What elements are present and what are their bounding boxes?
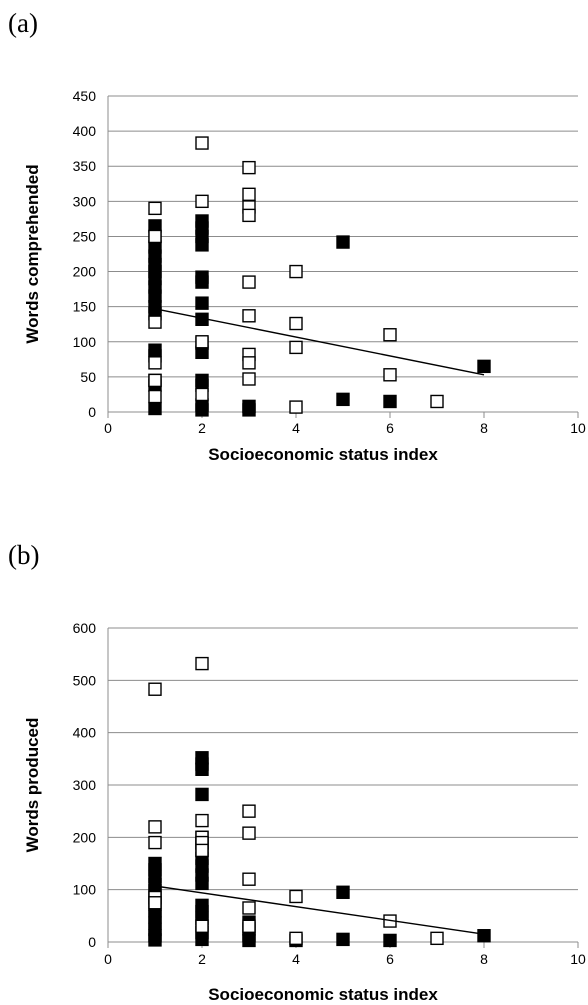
- panel-1-filled-point: [195, 876, 209, 891]
- panel-0-y-tick-label: 50: [80, 369, 96, 385]
- panel-1-filled-point: [336, 885, 350, 899]
- panel-0-open-point: [289, 316, 303, 331]
- panel-1-open-point: [148, 682, 162, 696]
- panel-0-open-point: [148, 373, 162, 388]
- panel-1-x-tick-label: 8: [480, 951, 488, 967]
- panel-1-open-point: [148, 896, 162, 910]
- panel-0-open-point: [242, 372, 256, 386]
- panel-1-filled-point: [477, 929, 491, 943]
- panel-1-x-tick-label: 2: [198, 951, 206, 967]
- panel-0-x-tick-label: 4: [292, 420, 300, 436]
- panel-1-open-point: [430, 931, 444, 946]
- panel-1-filled-point: [383, 933, 397, 948]
- panel-1-open-point: [195, 843, 209, 858]
- panel-1-y-tick-label: 600: [73, 620, 97, 636]
- panel-0-x-tick-label: 2: [198, 420, 206, 436]
- panel-0-open-point: [242, 160, 256, 175]
- panel-0-y-tick-label: 300: [73, 193, 97, 209]
- panel-0-open-point: [195, 387, 209, 402]
- panel-0-y-tick-label: 100: [73, 334, 97, 350]
- panel-0-open-point: [148, 229, 162, 244]
- panel-0-y-axis-title: Words comprehended: [23, 164, 42, 343]
- panel-0-open-point: [242, 309, 256, 323]
- panel-1-open-point: [289, 889, 303, 904]
- panel-0-filled-point: [477, 359, 491, 374]
- panel-label-b: (b): [8, 540, 40, 570]
- panel-0-x-tick-label: 8: [480, 420, 488, 436]
- panel-0-open-point: [242, 356, 256, 370]
- panel-0-filled-point: [242, 403, 256, 417]
- panel-1-y-tick-label: 500: [73, 672, 97, 688]
- panel-1-x-axis-title: Socioeconomic status index: [208, 985, 438, 1004]
- panel-0-y-tick-label: 350: [73, 158, 97, 174]
- panel-1-open-point: [195, 919, 209, 933]
- panel-0-filled-point: [336, 235, 350, 249]
- panel-0-open-point: [383, 368, 397, 382]
- panel-0-open-point: [148, 356, 162, 370]
- panel-0-y-tick-label: 250: [73, 228, 97, 244]
- panel-0-open-point: [430, 394, 444, 409]
- panel-1-open-point: [148, 835, 162, 850]
- panel-1-filled-point: [195, 787, 209, 802]
- panel-0-open-point: [289, 340, 303, 355]
- panel-1-open-point: [242, 826, 256, 840]
- panel-0-x-tick-label: 6: [386, 420, 394, 436]
- panel-0-filled-point: [195, 238, 209, 252]
- panel-1-x-tick-label: 10: [570, 951, 586, 967]
- panel-0-open-point: [289, 400, 303, 414]
- panel-0-x-axis-title: Socioeconomic status index: [208, 445, 438, 464]
- panel-1-open-point: [148, 820, 162, 834]
- panel-0-y-tick-label: 400: [73, 123, 97, 139]
- panel-0-filled-point: [336, 392, 350, 407]
- panel-0-trend-line: [154, 308, 485, 376]
- panel-1-open-point: [242, 804, 256, 818]
- panel-0-open-point: [242, 187, 256, 202]
- panel-0-open-point: [148, 389, 162, 404]
- panel-0-open-point: [195, 136, 209, 150]
- panel-1-y-tick-label: 300: [73, 777, 97, 793]
- panel-1-open-point: [242, 901, 256, 915]
- panel-0-y-tick-label: 0: [88, 404, 96, 420]
- panel-1-y-tick-label: 200: [73, 829, 97, 845]
- panel-0-open-point: [195, 194, 209, 209]
- panel-0-x-tick-label: 0: [104, 420, 112, 436]
- panel-1-trend-line: [154, 885, 485, 935]
- panel-1-x-tick-label: 4: [292, 951, 300, 967]
- panel-1-y-tick-label: 100: [73, 882, 97, 898]
- panel-1-y-axis-title: Words produced: [23, 718, 42, 853]
- panel-0-filled-point: [195, 403, 209, 417]
- panel-0-open-point: [148, 315, 162, 329]
- panel-1-filled-point: [195, 932, 209, 947]
- panel-0-open-point: [195, 335, 209, 349]
- panel-1-filled-point: [336, 932, 350, 947]
- panel-1-open-point: [195, 813, 209, 828]
- panel-0-filled-point: [195, 275, 209, 289]
- panel-1-filled-point: [195, 762, 209, 776]
- panel-1-filled-point: [148, 933, 162, 947]
- panel-1-open-point: [289, 931, 303, 946]
- panel-1-open-point: [242, 919, 256, 933]
- panel-label-a: (a): [8, 8, 38, 38]
- panel-1-open-point: [242, 872, 256, 886]
- panel-0-y-tick-label: 200: [73, 264, 97, 280]
- panel-1-y-tick-label: 0: [88, 934, 96, 950]
- panel-0-open-point: [289, 264, 303, 279]
- panel-0-filled-point: [195, 296, 209, 310]
- panel-0-open-point: [242, 275, 256, 289]
- panel-1-x-tick-label: 6: [386, 951, 394, 967]
- panel-1-y-tick-label: 400: [73, 725, 97, 741]
- panel-0-open-point: [383, 328, 397, 342]
- panel-0-y-tick-label: 450: [73, 88, 97, 104]
- panel-0-open-point: [148, 201, 162, 216]
- panel-1-x-tick-label: 0: [104, 951, 112, 967]
- panel-1-open-point: [195, 656, 209, 671]
- panel-0-y-tick-label: 150: [73, 299, 97, 315]
- panel-0-open-point: [242, 208, 256, 223]
- panel-1-filled-point: [242, 933, 256, 948]
- panel-0-filled-point: [383, 394, 397, 409]
- panel-0-filled-point: [148, 401, 162, 416]
- panel-0-x-tick-label: 10: [570, 420, 586, 436]
